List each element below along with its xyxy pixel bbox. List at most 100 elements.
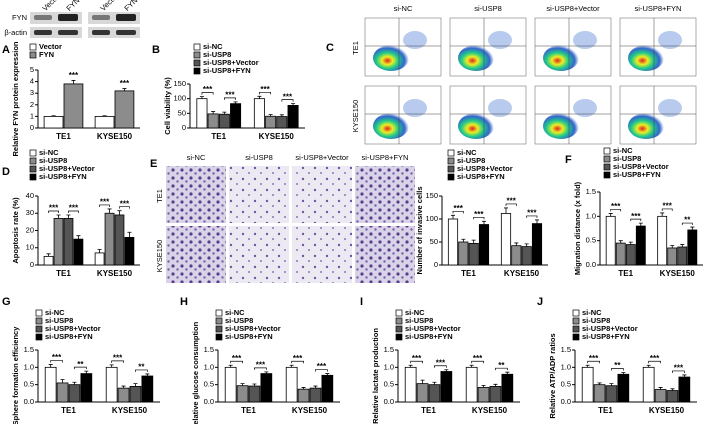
bar [687, 229, 698, 266]
y-tick-label: 50 [178, 108, 186, 117]
error-bar [493, 383, 498, 387]
x-tick-label: KYSE150 [660, 269, 696, 278]
error-bar [621, 372, 626, 375]
bar [677, 246, 688, 266]
legend-label: si-USP8 [613, 154, 641, 163]
y-tick-label: 1.0 [24, 362, 34, 371]
error-bar [117, 210, 122, 215]
legend-label: si-NC [457, 148, 477, 157]
significance-label: *** [49, 204, 59, 213]
error-bar [109, 364, 114, 368]
bar [248, 385, 261, 403]
bar [404, 366, 417, 403]
error-bar [122, 88, 127, 91]
bar [531, 223, 543, 266]
row-label: KYSE150 [351, 100, 360, 133]
error-bar [313, 385, 318, 389]
flow-plot [364, 85, 442, 145]
legend-swatch [193, 59, 201, 67]
x-tick-label: KYSE150 [292, 406, 328, 415]
micrograph [229, 166, 289, 223]
significance-label: *** [674, 364, 684, 373]
y-axis-label: Migration distance (x fold) [573, 181, 582, 275]
significance-bracket [473, 216, 485, 220]
blot-lane-label: Vector [98, 0, 120, 13]
bar [114, 90, 135, 129]
x-tick-label: TE1 [56, 132, 71, 141]
significance-bracket [48, 210, 59, 213]
bar [285, 366, 298, 403]
error-bar [638, 222, 643, 227]
bar [581, 366, 594, 403]
significance-bracket [672, 370, 685, 373]
error-bar [420, 379, 425, 384]
bar [218, 113, 230, 129]
bar [416, 383, 429, 403]
legend-swatch [447, 157, 455, 165]
y-tick-label: 0 [30, 123, 34, 132]
y-axis-label: Sphere formation efficiency [11, 326, 20, 424]
legend-label: si-NC [405, 308, 425, 317]
legend-label: si-USP8 [405, 316, 433, 325]
micrograph [292, 226, 352, 283]
legend-swatch [215, 333, 223, 341]
legend-label: si-NC [45, 308, 65, 317]
y-tick-label: 1.5 [384, 345, 394, 354]
significance-bracket [610, 209, 622, 212]
error-bar [264, 371, 269, 374]
y-tick-label: 1.0 [204, 362, 214, 371]
y-tick-label: 10 [26, 243, 34, 252]
y-axis-label: Relative lactate production [371, 328, 380, 424]
bar [276, 116, 288, 129]
y-tick-label: 4 [30, 77, 34, 86]
column-label: si-USP8+FYN [635, 4, 682, 13]
x-tick-label: TE1 [56, 269, 71, 278]
significance-bracket [410, 360, 423, 364]
error-bar [76, 235, 81, 240]
y-tick-label: 20 [26, 225, 34, 234]
significance-label: *** [293, 354, 303, 363]
bar [615, 242, 626, 266]
bar [605, 385, 618, 403]
significance-bracket [661, 208, 673, 211]
error-bar [84, 370, 89, 374]
bar [635, 225, 646, 266]
error-bar [71, 80, 76, 84]
legend-swatch [572, 325, 580, 333]
significance-bracket [471, 360, 484, 364]
legend-label: si-USP8+Vector [203, 58, 259, 67]
x-tick-label: KYSE150 [259, 132, 295, 141]
significance-bracket [230, 360, 243, 364]
legend-swatch [572, 309, 580, 317]
blot-strip [88, 27, 140, 38]
x-tick-label: TE1 [211, 132, 226, 141]
significance-bracket [50, 360, 63, 363]
bar [309, 387, 322, 403]
row-label: TE1 [351, 41, 360, 55]
error-bar [97, 249, 102, 253]
significance-label: *** [69, 71, 79, 80]
y-tick-label: 0.0 [561, 397, 571, 406]
significance-label: ** [684, 216, 691, 225]
legend-swatch [193, 43, 201, 51]
bar [489, 385, 502, 403]
bar [297, 388, 310, 403]
bar [593, 384, 606, 403]
error-bar [597, 382, 602, 385]
x-tick-label: KYSE150 [649, 406, 685, 415]
significance-label: ** [498, 361, 505, 370]
legend-label: si-NC [203, 42, 223, 51]
error-bar [133, 383, 138, 387]
legend-label: si-USP8+Vector [582, 324, 638, 333]
y-tick-label: 0 [434, 260, 438, 269]
error-bar [482, 220, 487, 225]
x-tick-label: TE1 [618, 269, 633, 278]
y-tick-label: 1.5 [204, 345, 214, 354]
band [34, 15, 52, 20]
error-bar [228, 364, 233, 368]
y-tick-label: 3 [30, 88, 34, 97]
y-tick-label: 30 [26, 208, 34, 217]
error-bar [252, 383, 257, 387]
bar [468, 242, 479, 266]
y-tick-label: 1.5 [561, 345, 571, 354]
